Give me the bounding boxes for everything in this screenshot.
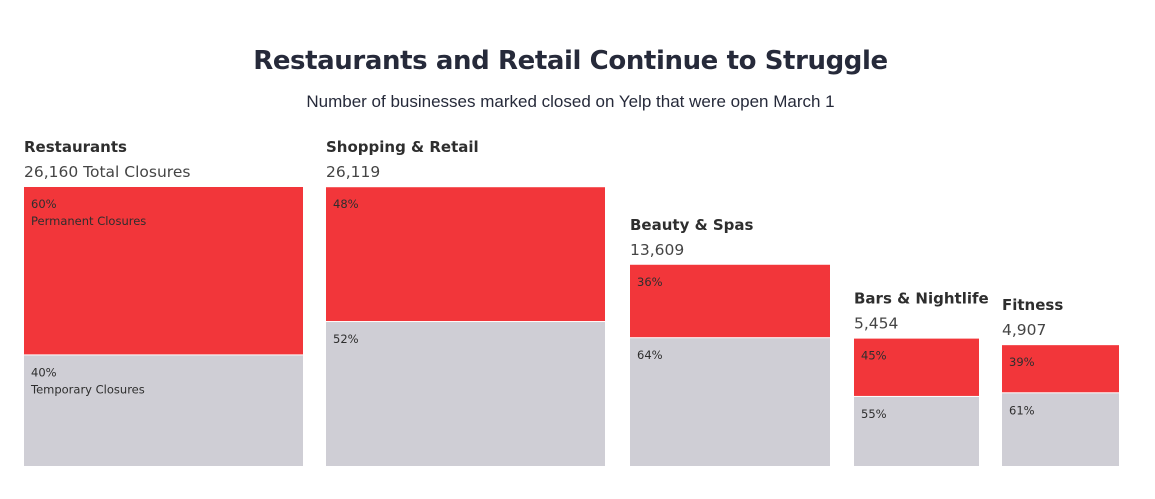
pct-permanent-shopping-and-retail: 48% bbox=[333, 197, 359, 211]
pct-temporary-fitness: 61% bbox=[1009, 403, 1035, 417]
category-label-beauty-and-spas: Beauty & Spas bbox=[630, 216, 754, 234]
bar-temporary-restaurants bbox=[24, 355, 303, 466]
category-label-bars-and-nightlife: Bars & Nightlife bbox=[854, 290, 989, 308]
category-total-fitness: 4,907 bbox=[1002, 321, 1046, 339]
pct-permanent-restaurants: 60% bbox=[31, 197, 57, 211]
bar-permanent-fitness bbox=[1002, 345, 1119, 393]
chart-subtitle: Number of businesses marked closed on Ye… bbox=[306, 92, 835, 111]
category-label-fitness: Fitness bbox=[1002, 296, 1063, 314]
category-total-beauty-and-spas: 13,609 bbox=[630, 241, 684, 259]
pct-temporary-restaurants: 40% bbox=[31, 365, 57, 379]
pct-permanent-bars-and-nightlife: 45% bbox=[861, 349, 887, 363]
pct-temporary-shopping-and-retail: 52% bbox=[333, 332, 359, 346]
bar-permanent-shopping-and-retail bbox=[326, 187, 605, 322]
pct-permanent-beauty-and-spas: 36% bbox=[637, 275, 663, 289]
series-label-permanent: Permanent Closures bbox=[31, 214, 146, 228]
bar-permanent-beauty-and-spas bbox=[630, 264, 830, 338]
pct-permanent-fitness: 39% bbox=[1009, 355, 1035, 369]
bar-temporary-bars-and-nightlife bbox=[854, 396, 979, 466]
chart-title: Restaurants and Retail Continue to Strug… bbox=[253, 46, 888, 76]
category-total-restaurants: 26,160 Total Closures bbox=[24, 163, 190, 181]
pct-temporary-bars-and-nightlife: 55% bbox=[861, 407, 887, 421]
series-label-temporary: Temporary Closures bbox=[30, 382, 145, 396]
category-label-shopping-and-retail: Shopping & Retail bbox=[326, 138, 479, 156]
bar-temporary-beauty-and-spas bbox=[630, 338, 830, 466]
pct-temporary-beauty-and-spas: 64% bbox=[637, 348, 663, 362]
bar-permanent-restaurants bbox=[24, 187, 303, 355]
category-total-shopping-and-retail: 26,119 bbox=[326, 163, 380, 181]
bar-temporary-shopping-and-retail bbox=[326, 322, 605, 466]
bar-temporary-fitness bbox=[1002, 393, 1119, 466]
category-label-restaurants: Restaurants bbox=[24, 138, 127, 156]
category-total-bars-and-nightlife: 5,454 bbox=[854, 315, 898, 333]
bar-permanent-bars-and-nightlife bbox=[854, 338, 979, 396]
